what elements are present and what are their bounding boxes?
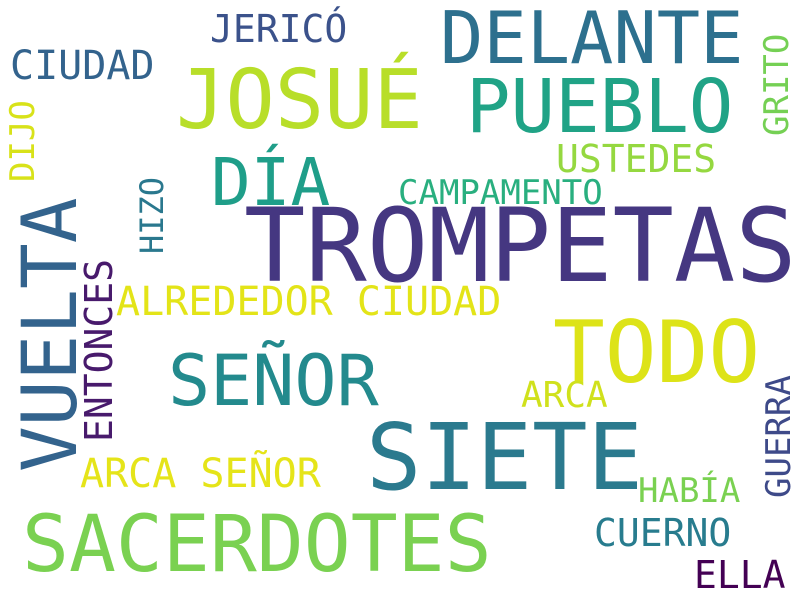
word-ustedes: USTEDES [556, 137, 717, 181]
word-dijo: DIJO [3, 100, 43, 182]
word-ella: ELLA [694, 553, 786, 597]
word-guerra: GUERRA [759, 375, 799, 498]
word-hizo: HIZO [133, 176, 171, 254]
word-josue: JOSUÉ [176, 53, 423, 148]
word-siete: SIETE [366, 404, 643, 511]
word-senor: SEÑOR [168, 340, 379, 422]
word-arca: ARCA [521, 375, 608, 416]
word-jerico: JERICÓ [210, 7, 348, 51]
word-entonces: ENTONCES [77, 258, 121, 442]
word-campamento: CAMPAMENTO [398, 173, 603, 213]
word-todo: TODO [553, 303, 761, 403]
word-grito: GRITO [757, 33, 797, 136]
word-sacerdotes: SACERDOTES [22, 500, 492, 590]
word-pueblo: PUEBLO [466, 64, 734, 150]
word-trompetas: TROMPETAS [244, 187, 797, 306]
word-ciudad: CIUDAD [10, 43, 155, 89]
word-alrededor-ciudad: ALREDEDOR CIUDAD [116, 279, 502, 325]
word-cuerno: CUERNO [594, 511, 732, 555]
word-delante: DELANTE [440, 0, 744, 80]
word-arca-senor: ARCA SEÑOR [80, 451, 321, 497]
word-dia: DÍA [211, 144, 331, 221]
word-habia: HABÍA [638, 471, 741, 511]
